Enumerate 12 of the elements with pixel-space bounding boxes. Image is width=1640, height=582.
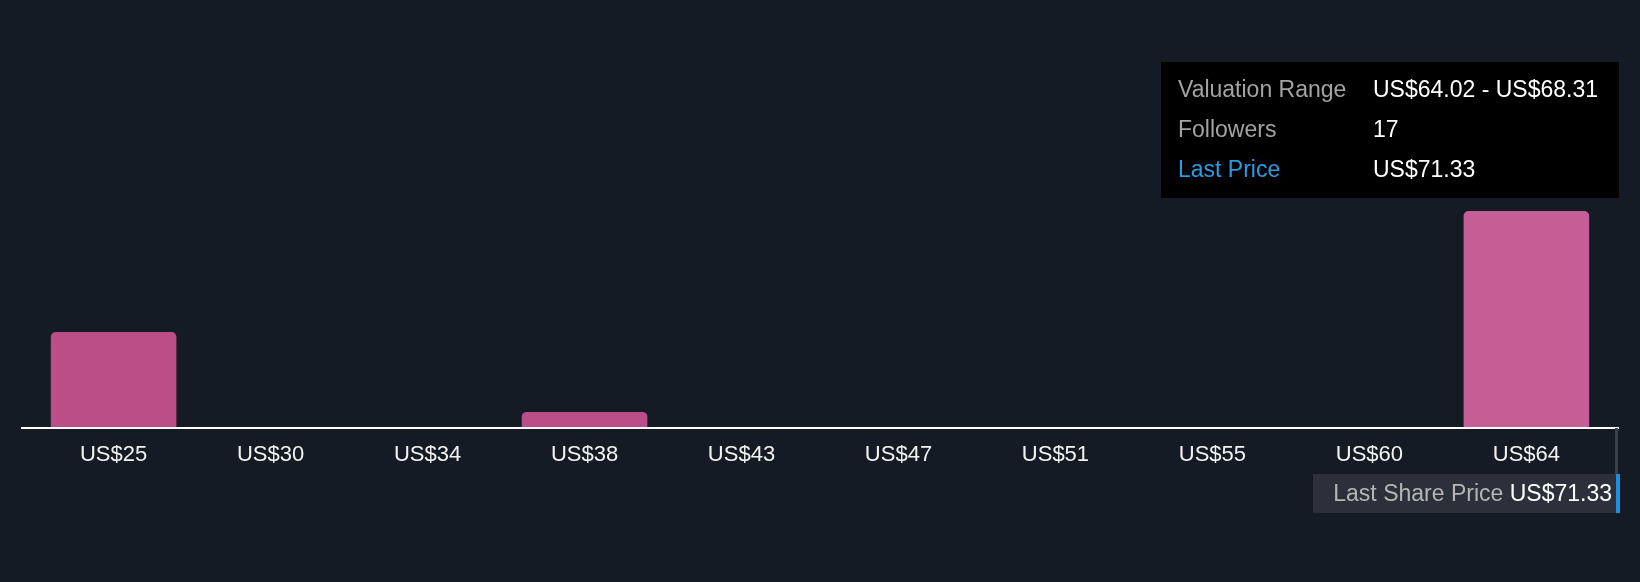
x-tick-label: US$47 — [864, 441, 933, 467]
x-tick-label: US$38 — [550, 441, 619, 467]
x-tick-label: US$55 — [1178, 441, 1247, 467]
price-label: Last Share Price US$71.33 — [1313, 474, 1620, 513]
x-tick-label: US$25 — [79, 441, 148, 467]
x-tick-label: US$30 — [236, 441, 305, 467]
x-tick-label: US$64 — [1492, 441, 1561, 467]
x-tick-label: US$43 — [707, 441, 776, 467]
tooltip: Valuation Range US$64.02 - US$68.31 Followers 17 Last Price US$71.33 — [1161, 62, 1619, 198]
x-tick-label: US$51 — [1021, 441, 1090, 467]
x-tick-label: US$60 — [1335, 441, 1404, 467]
x-tick-label: US$34 — [393, 441, 462, 467]
